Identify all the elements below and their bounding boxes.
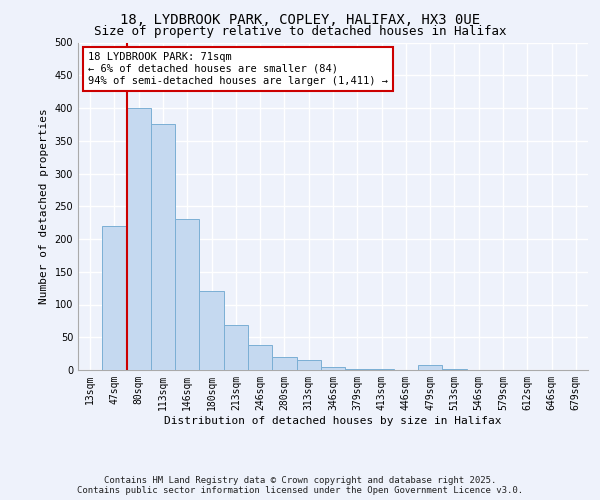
- Text: Size of property relative to detached houses in Halifax: Size of property relative to detached ho…: [94, 25, 506, 38]
- Bar: [127, 108, 151, 370]
- Bar: [321, 366, 345, 370]
- Bar: [224, 326, 248, 370]
- Bar: [248, 345, 272, 370]
- Bar: [151, 124, 175, 370]
- Y-axis label: Number of detached properties: Number of detached properties: [39, 108, 49, 304]
- X-axis label: Distribution of detached houses by size in Halifax: Distribution of detached houses by size …: [164, 416, 502, 426]
- Bar: [272, 357, 296, 370]
- Bar: [175, 220, 199, 370]
- Text: Contains HM Land Registry data © Crown copyright and database right 2025.
Contai: Contains HM Land Registry data © Crown c…: [77, 476, 523, 495]
- Text: 18, LYDBROOK PARK, COPLEY, HALIFAX, HX3 0UE: 18, LYDBROOK PARK, COPLEY, HALIFAX, HX3 …: [120, 12, 480, 26]
- Bar: [102, 226, 127, 370]
- Bar: [418, 366, 442, 370]
- Text: 18 LYDBROOK PARK: 71sqm
← 6% of detached houses are smaller (84)
94% of semi-det: 18 LYDBROOK PARK: 71sqm ← 6% of detached…: [88, 52, 388, 86]
- Bar: [199, 292, 224, 370]
- Bar: [345, 368, 370, 370]
- Bar: [296, 360, 321, 370]
